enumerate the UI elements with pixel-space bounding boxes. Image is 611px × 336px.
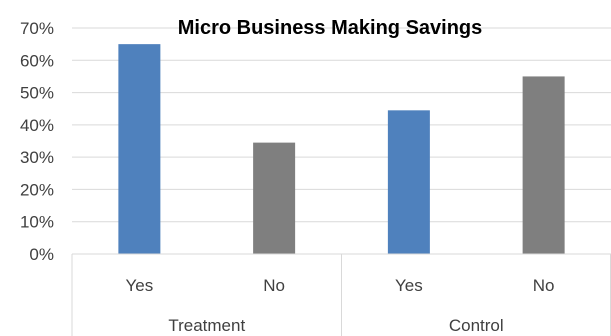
bar-1 xyxy=(118,44,161,255)
y-tick-label: 20% xyxy=(20,180,54,199)
gridlines xyxy=(72,27,611,223)
bar-4 xyxy=(522,76,565,254)
y-tick-label: 60% xyxy=(20,51,54,70)
x-category-label: No xyxy=(533,276,555,295)
x-group-label: Control xyxy=(449,316,504,335)
x-category-label: Yes xyxy=(395,276,423,295)
x-category-label: Yes xyxy=(126,276,154,295)
y-tick-label: 0% xyxy=(29,245,54,264)
y-tick-label: 70% xyxy=(20,19,54,38)
y-axis-tick-labels: 0% 10% 20% 30% 40% 50% 60% 70% xyxy=(20,19,54,264)
x-axis xyxy=(71,253,611,336)
bar-3 xyxy=(387,110,430,254)
y-tick-label: 40% xyxy=(20,116,54,135)
x-group-label: Treatment xyxy=(168,316,245,335)
bar-2 xyxy=(253,142,296,254)
x-axis-category-labels: Yes No Yes No xyxy=(126,276,555,295)
x-axis-group-labels: Treatment Control xyxy=(168,316,503,335)
x-category-label: No xyxy=(263,276,285,295)
chart-title: Micro Business Making Savings xyxy=(178,17,483,39)
bars xyxy=(118,44,565,255)
y-tick-label: 30% xyxy=(20,148,54,167)
y-tick-label: 10% xyxy=(20,213,54,232)
y-tick-label: 50% xyxy=(20,84,54,103)
